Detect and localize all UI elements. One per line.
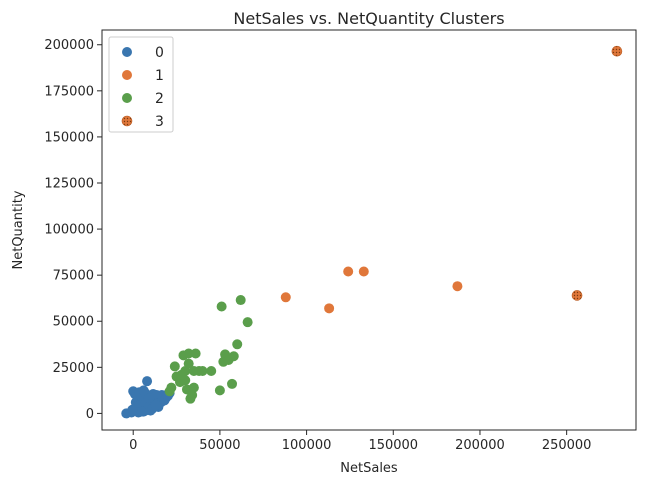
data-point (227, 378, 238, 389)
data-point (169, 361, 180, 372)
legend-item-1: 1 (122, 68, 164, 84)
data-point (242, 317, 253, 328)
x-tick-label: 250000 (542, 438, 592, 453)
y-axis-label: NetQuantity (11, 190, 26, 269)
x-tick-label: 50000 (199, 438, 240, 453)
data-point (206, 366, 217, 377)
plot-area (121, 45, 623, 419)
legend-label: 2 (155, 91, 164, 107)
chart-title: NetSales vs. NetQuantity Clusters (233, 9, 504, 28)
data-point (343, 266, 354, 277)
data-point (138, 385, 149, 396)
y-axis: 0 25000 50000 75000 100000 125000 150000 175000… (44, 38, 102, 422)
data-point (150, 400, 161, 411)
y-tick-label: 0 (86, 407, 94, 422)
data-point (358, 266, 369, 277)
x-tick-label: 150000 (368, 438, 418, 453)
series-0 (121, 376, 175, 419)
series-2 (164, 295, 253, 404)
y-tick-label: 50000 (53, 315, 94, 330)
data-point (571, 290, 583, 301)
data-point (214, 385, 225, 396)
y-tick-label: 150000 (44, 130, 94, 145)
data-point (611, 45, 623, 57)
legend-marker (122, 47, 132, 57)
legend-item-2: 2 (122, 91, 164, 107)
plot-frame (101, 29, 637, 431)
legend-item-0: 0 (122, 45, 164, 61)
data-point (176, 369, 187, 380)
data-point (183, 348, 194, 359)
data-point (324, 303, 335, 314)
data-point (235, 295, 246, 306)
legend-label: 3 (155, 114, 164, 130)
data-point (280, 292, 291, 303)
data-point (188, 382, 199, 393)
y-tick-label: 175000 (44, 84, 94, 99)
series-1 (280, 266, 463, 314)
x-tick-label: 200000 (455, 438, 505, 453)
y-tick-label: 125000 (44, 176, 94, 191)
legend-marker (121, 115, 133, 127)
y-tick-label: 100000 (44, 223, 94, 238)
legend-marker (122, 93, 132, 103)
x-axis-label: NetSales (340, 461, 398, 476)
data-point (183, 358, 194, 369)
y-tick-label: 200000 (44, 38, 94, 53)
data-point (228, 351, 239, 362)
data-point (190, 348, 201, 359)
legend-marker (122, 70, 132, 80)
y-tick-label: 25000 (53, 361, 94, 376)
x-tick-label: 100000 (282, 438, 332, 453)
data-point (197, 366, 208, 377)
data-point (142, 376, 153, 387)
data-point (452, 281, 463, 292)
data-point (216, 301, 227, 312)
legend: 0 1 2 3 (108, 36, 174, 133)
data-point (127, 404, 138, 415)
x-axis: 0 50000 100000 150000 200000 250000 (129, 430, 591, 453)
legend-label: 1 (155, 68, 164, 84)
legend-item-3: 3 (121, 114, 164, 130)
data-point (232, 339, 243, 350)
y-tick-label: 75000 (53, 269, 94, 284)
x-tick-label: 0 (129, 438, 137, 453)
legend-label: 0 (155, 45, 164, 61)
data-point (136, 406, 147, 417)
series-3 (571, 45, 623, 301)
data-point (166, 382, 177, 393)
